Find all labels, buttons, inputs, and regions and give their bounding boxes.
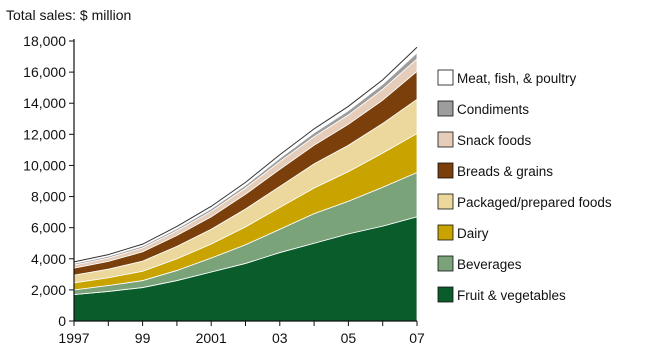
y-tick-label: 16,000 (23, 64, 66, 80)
x-tick-label: 99 (135, 330, 151, 346)
legend-item: Meat, fish, & poultry (437, 69, 577, 86)
legend-swatch (437, 131, 454, 148)
legend-label: Breads & grains (457, 164, 553, 179)
stack-top-outline (73, 46, 418, 263)
y-axis-ticks: 0 2,000 4,000 6,000 8,000 10,000 12,000 14,000 1… (23, 33, 74, 329)
legend-label: Packaged/prepared foods (457, 195, 612, 210)
legend-swatch (437, 69, 454, 86)
x-tick-label: 03 (272, 330, 288, 346)
y-tick-label: 14,000 (23, 95, 66, 111)
legend-label: Dairy (457, 226, 489, 241)
legend-item: Breads & grains (437, 162, 553, 179)
x-tick-label: 05 (341, 330, 357, 346)
legend-label: Meat, fish, & poultry (457, 71, 577, 86)
legend-item: Fruit & vegetables (437, 286, 566, 303)
legend-label: Beverages (457, 257, 522, 272)
y-axis-title: Total sales: $ million (6, 7, 131, 23)
y-tick-label: 18,000 (23, 33, 66, 49)
x-axis-ticks: 1997 99 2001 03 05 07 (58, 321, 425, 346)
legend-swatch (437, 286, 454, 303)
y-tick-label: 4,000 (31, 251, 66, 267)
legend-swatch (437, 193, 454, 210)
area-layers (73, 46, 418, 322)
legend-label: Condiments (457, 102, 529, 117)
legend-item: Beverages (437, 255, 522, 272)
x-tick-label: 1997 (58, 330, 89, 346)
y-tick-label: 6,000 (31, 220, 66, 236)
y-tick-label: 2,000 (31, 282, 66, 298)
legend-item: Snack foods (437, 131, 532, 148)
legend-swatch (437, 224, 454, 241)
legend-swatch (437, 100, 454, 117)
x-tick-label: 2001 (196, 330, 227, 346)
y-tick-label: 12,000 (23, 126, 66, 142)
legend-item: Condiments (437, 100, 529, 117)
legend-swatch (437, 255, 454, 272)
legend-item: Packaged/prepared foods (437, 193, 612, 210)
y-tick-label: 8,000 (31, 189, 66, 205)
legend-label: Snack foods (457, 133, 532, 148)
legend-item: Dairy (437, 224, 489, 241)
legend-label: Fruit & vegetables (457, 288, 566, 303)
x-tick-label: 07 (409, 330, 425, 346)
legend: Meat, fish, & poultry Condiments Snack foo… (437, 69, 612, 303)
y-tick-label: 10,000 (23, 157, 66, 173)
legend-swatch (437, 162, 454, 179)
y-tick-label: 0 (58, 313, 66, 329)
